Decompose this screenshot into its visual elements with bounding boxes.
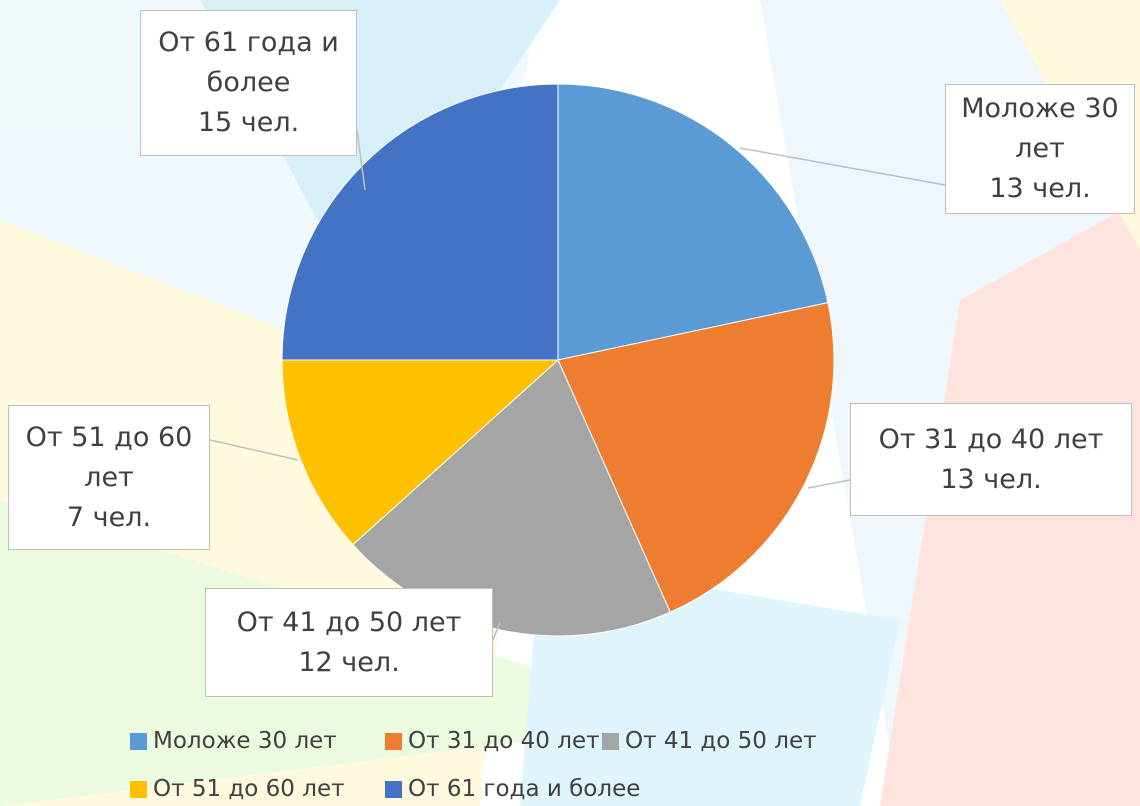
pie-slice [352,359,671,637]
data-label-value: 15 чел. [197,107,300,138]
legend-swatch [385,732,402,750]
leader-lines [209,129,946,641]
pie-slice [281,83,559,361]
legend-label: От 61 года и более [408,776,641,802]
data-label-category: Моложе 30 лет [961,93,1119,164]
legend-label: От 51 до 60 лет [153,776,345,802]
pie [281,83,835,637]
legend-item: Моложе 30 лет [130,728,337,754]
data-label: От 61 года и более 15 чел. [140,10,357,156]
data-label-category: От 31 до 40 лет [878,423,1104,455]
data-label-category: От 41 до 50 лет [236,606,462,638]
legend-item: От 41 до 50 лет [602,728,817,754]
data-label: От 31 до 40 лет 13 чел. [850,403,1132,516]
legend-label: От 41 до 50 лет [625,728,817,754]
legend-swatch [385,780,402,798]
data-label: От 41 до 50 лет 12 чел. [205,588,493,697]
data-label-category: От 51 до 60 лет [25,421,193,493]
data-label-category: От 61 года и более [158,27,339,98]
data-label: Моложе 30 лет 13 чел. [945,84,1135,214]
legend-swatch [602,732,619,750]
legend-item: От 51 до 60 лет [130,776,345,802]
data-label-value: 13 чел. [989,173,1091,204]
pie-slice [557,83,829,361]
legend-item: От 61 года и более [385,776,640,802]
data-label-value: 12 чел. [298,646,400,678]
legend-swatch [130,780,147,798]
legend-item: От 31 до 40 лет [385,728,600,754]
data-label: От 51 до 60 лет 7 чел. [8,405,210,550]
legend-label: Моложе 30 лет [153,728,337,754]
legend-label: От 31 до 40 лет [408,728,600,754]
data-label-value: 13 чел. [940,463,1042,495]
legend-swatch [130,732,147,750]
pie-slice [281,359,560,546]
data-label-value: 7 чел. [66,501,152,533]
pie-slice [557,302,835,613]
